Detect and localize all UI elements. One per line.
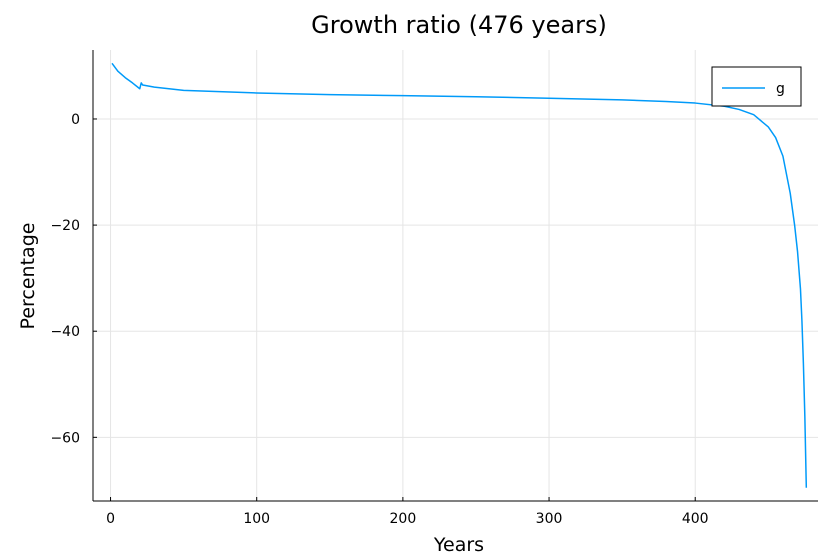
y-tick-label: −60: [50, 430, 80, 446]
legend: g: [711, 66, 802, 107]
tick-labels: 0 100 200 300 400 0 −20 −40 −60: [50, 112, 708, 527]
y-tick-label: 0: [71, 112, 80, 128]
chart-title: Growth ratio (476 years): [311, 11, 607, 39]
axes: [92, 50, 818, 502]
legend-box: [711, 66, 802, 107]
x-axis-label: Years: [433, 534, 484, 556]
grid-lines: [93, 50, 818, 501]
series-lines: [111, 62, 808, 488]
x-tick-label: 400: [682, 511, 709, 527]
y-axis-label: Percentage: [17, 223, 39, 330]
y-tick-label: −20: [50, 218, 80, 234]
x-tick-label: 100: [243, 511, 270, 527]
y-tick-label: −40: [50, 324, 80, 340]
legend-label-g: g: [776, 81, 785, 97]
x-tick-label: 0: [106, 511, 115, 527]
x-tick-label: 200: [390, 511, 417, 527]
series-line-g: [111, 62, 808, 488]
x-tick-label: 300: [536, 511, 563, 527]
